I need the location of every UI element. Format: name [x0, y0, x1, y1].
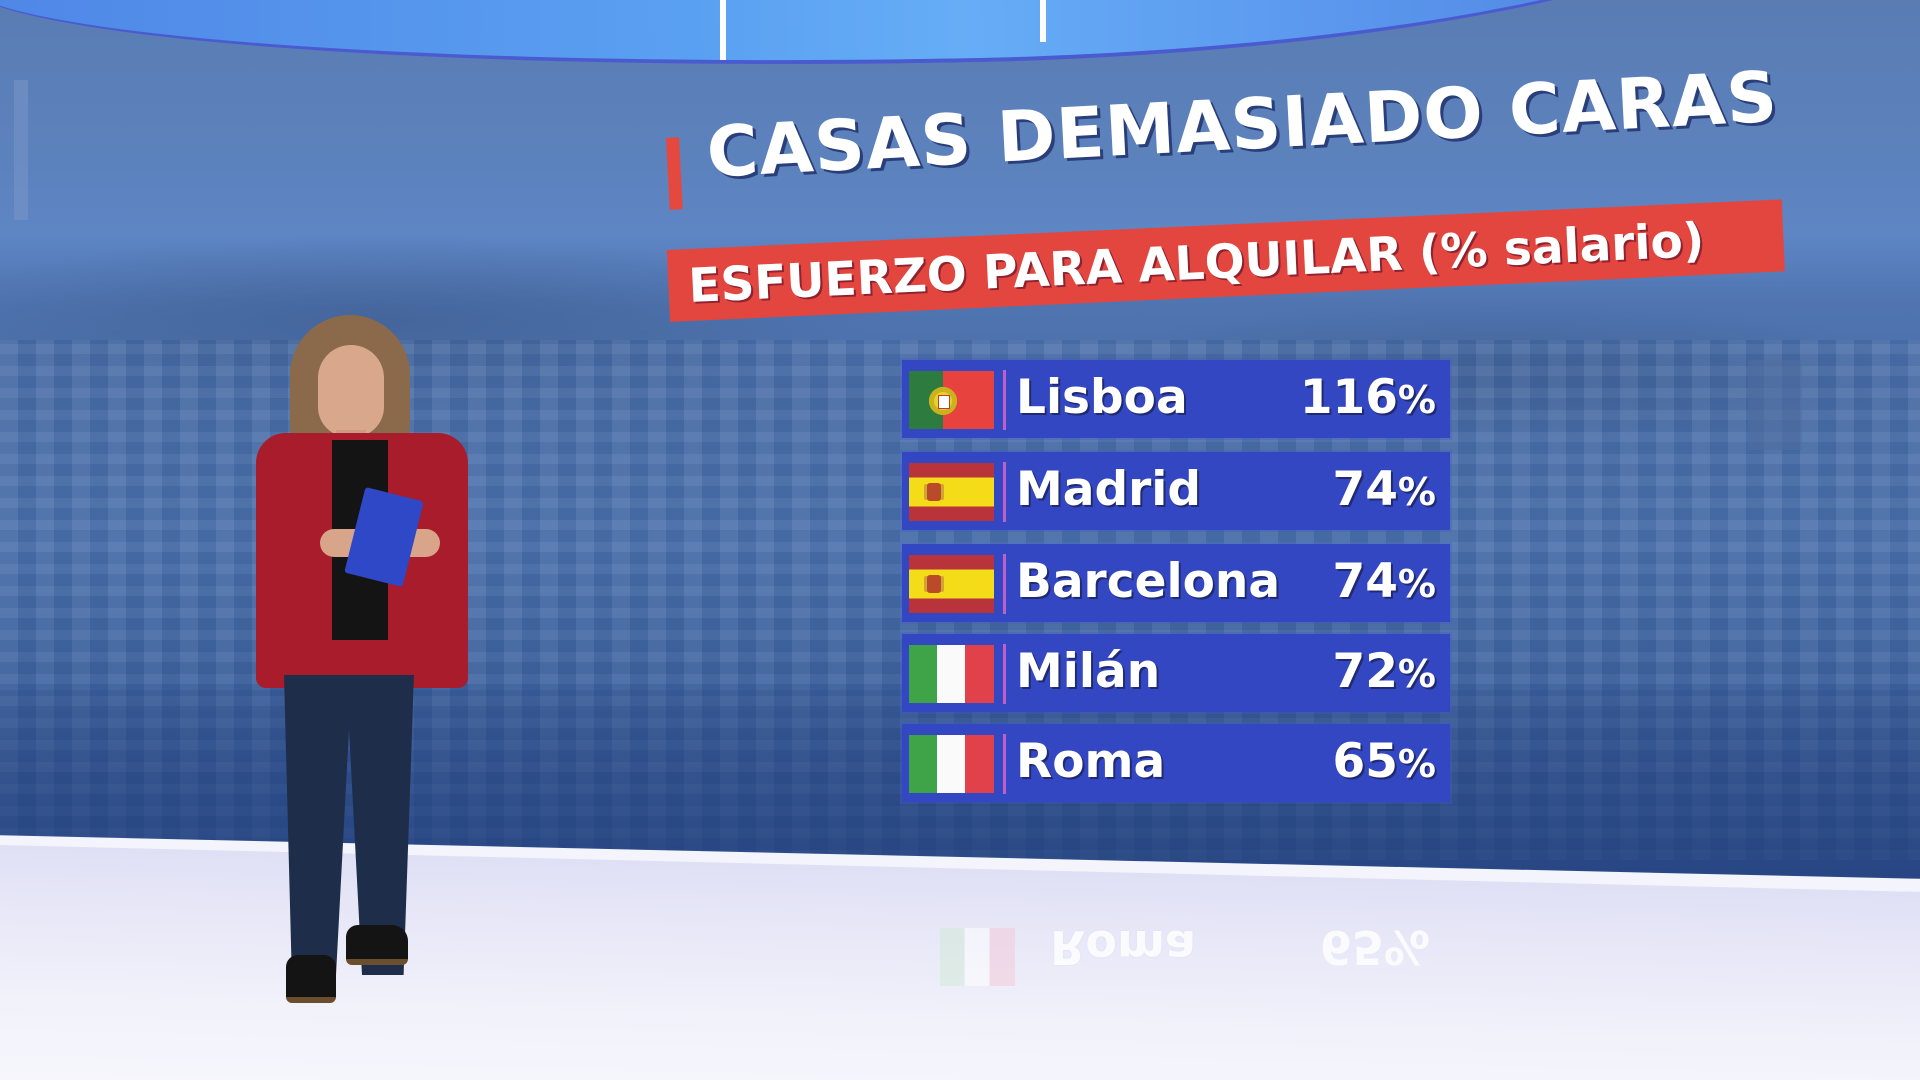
row-separator [1003, 370, 1006, 430]
italy-flag-reflection-icon [940, 928, 1015, 986]
news-presenter [250, 315, 480, 1005]
city-name: Madrid [1016, 462, 1202, 517]
ranking-row: Lisboa 116% [902, 360, 1450, 438]
city-name: Roma [1016, 734, 1166, 789]
floor-reflection: Roma 65% [930, 910, 1450, 990]
italy-flag-icon [909, 645, 994, 703]
portugal-flag-icon [909, 371, 994, 429]
ceiling-divider [1040, 0, 1046, 42]
building [1748, 360, 1802, 450]
reflection-value: 65% [1319, 920, 1430, 974]
city-name: Lisboa [1016, 370, 1188, 425]
row-separator [1003, 644, 1006, 704]
boot-icon [286, 955, 336, 1003]
ceiling-divider [720, 0, 726, 60]
rent-effort-value: 116% [1299, 370, 1436, 425]
spain-flag-icon [909, 463, 994, 521]
ranking-row: Roma 65% [902, 724, 1450, 802]
row-separator [1003, 734, 1006, 794]
italy-flag-icon [909, 735, 994, 793]
city-name: Barcelona [1016, 554, 1281, 609]
city-name: Milán [1016, 644, 1161, 699]
ranking-row: Barcelona 74% [902, 544, 1450, 622]
rent-effort-value: 74% [1332, 554, 1436, 609]
ranking-row: Madrid 74% [902, 452, 1450, 530]
reflection-city: Roma [1050, 920, 1196, 974]
boot-icon [346, 925, 408, 965]
presenter-face [318, 345, 384, 437]
rent-effort-value: 72% [1332, 644, 1436, 699]
row-separator [1003, 554, 1006, 614]
spain-flag-icon [909, 555, 994, 613]
rent-effort-value: 65% [1332, 734, 1436, 789]
ranking-row: Milán 72% [902, 634, 1450, 712]
tv-tower [14, 80, 28, 220]
row-separator [1003, 462, 1006, 522]
rent-effort-value: 74% [1332, 462, 1436, 517]
